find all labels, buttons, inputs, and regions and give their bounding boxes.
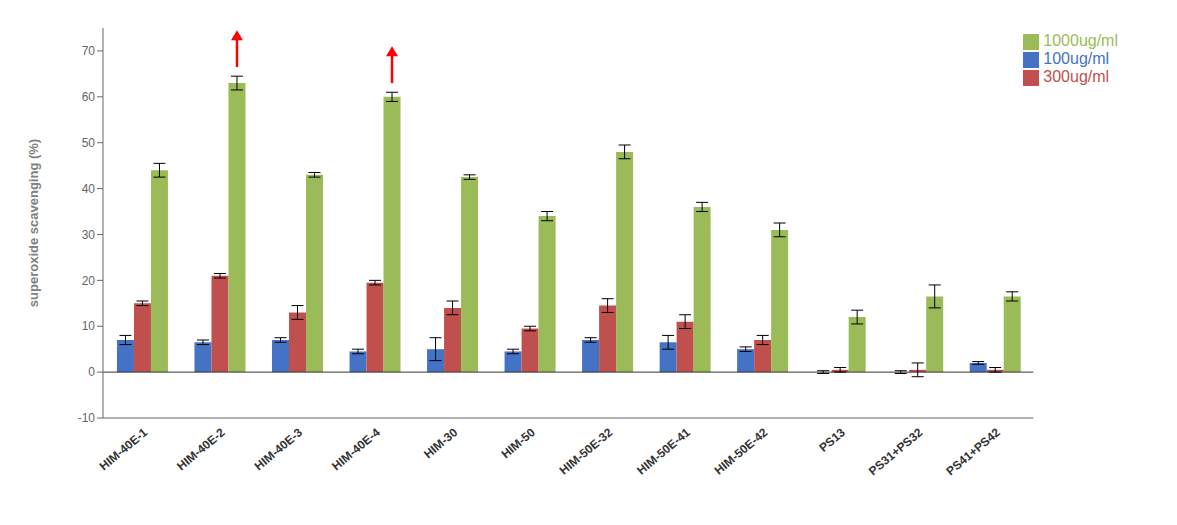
svg-text:HIM-40E-3: HIM-40E-3 bbox=[252, 425, 306, 473]
svg-text:superoxide scavenging (%): superoxide scavenging (%) bbox=[26, 139, 41, 307]
html-text:1000ug/ml: 1000ug/ml bbox=[1043, 32, 1118, 49]
svg-text:20: 20 bbox=[82, 274, 96, 288]
svg-text:HIM-50E-41: HIM-50E-41 bbox=[634, 425, 693, 478]
svg-text:HIM-40E-2: HIM-40E-2 bbox=[174, 425, 228, 473]
svg-text:-10: -10 bbox=[78, 411, 96, 425]
svg-text:HIM-40E-1: HIM-40E-1 bbox=[97, 425, 151, 473]
svg-text:60: 60 bbox=[82, 90, 96, 104]
svg-text:HIM-50E-42: HIM-50E-42 bbox=[712, 425, 771, 478]
svg-text:PS41+PS42: PS41+PS42 bbox=[944, 425, 1004, 478]
svg-text:10: 10 bbox=[82, 319, 96, 333]
svg-text:30: 30 bbox=[82, 228, 96, 242]
svg-text:HIM-50: HIM-50 bbox=[499, 425, 538, 461]
svg-text:70: 70 bbox=[82, 44, 96, 58]
svg-text:PS13: PS13 bbox=[816, 425, 848, 455]
svg-text:HIM-50E-32: HIM-50E-32 bbox=[557, 425, 616, 478]
html-text:300ug/ml: 300ug/ml bbox=[1043, 68, 1110, 85]
svg-text:40: 40 bbox=[82, 182, 96, 196]
svg-text:HIM-40E-4: HIM-40E-4 bbox=[329, 425, 383, 473]
svg-text:0: 0 bbox=[88, 365, 95, 379]
svg-text:HIM-30: HIM-30 bbox=[421, 425, 460, 461]
svg-text:50: 50 bbox=[82, 136, 96, 150]
html-text:100ug/ml: 100ug/ml bbox=[1043, 50, 1110, 67]
svg-text:PS31+PS32: PS31+PS32 bbox=[866, 425, 926, 478]
